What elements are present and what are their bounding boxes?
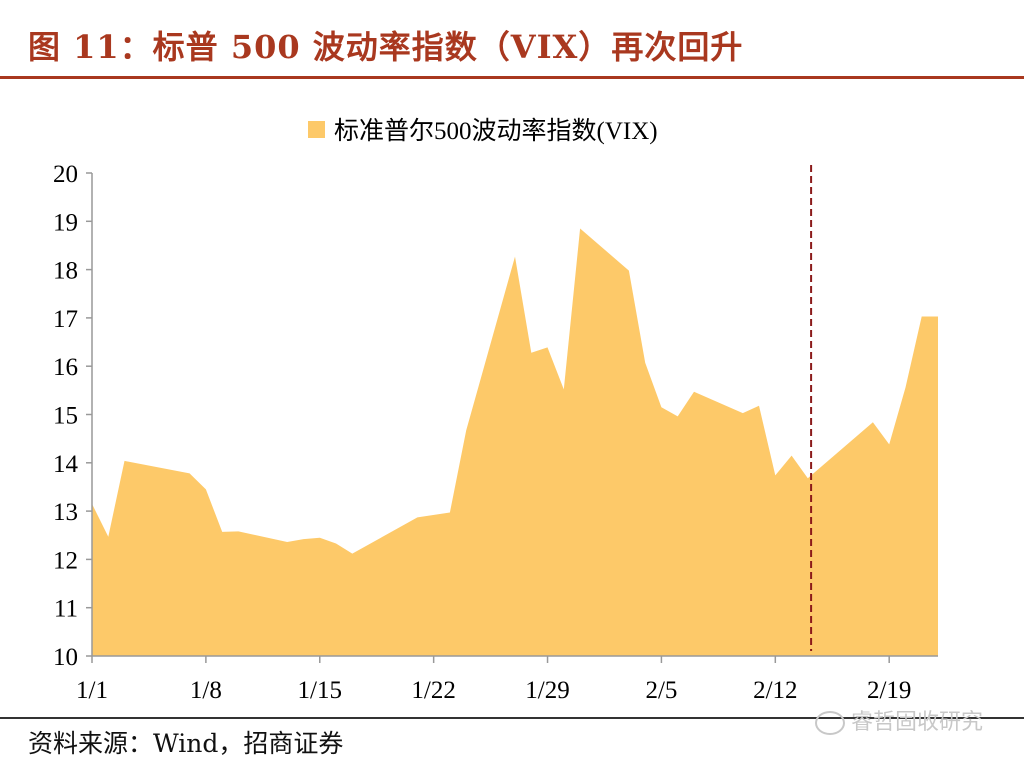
y-tick-label: 14 [53, 451, 79, 478]
footer-divider [0, 717, 1024, 719]
x-tick-label: 1/1 [76, 677, 108, 704]
y-tick-label: 17 [53, 306, 78, 333]
y-tick-label: 12 [53, 547, 78, 574]
x-tick-label: 1/22 [411, 677, 455, 704]
y-tick-label: 10 [53, 644, 78, 671]
x-tick-label: 2/5 [645, 677, 677, 704]
vix-area-series [92, 228, 938, 656]
y-tick-label: 18 [53, 258, 78, 285]
watermark-text: 睿哲固收研究 [851, 710, 984, 735]
watermark: 睿哲固收研究 [815, 704, 983, 736]
y-tick-label: 19 [53, 209, 78, 236]
x-axis-ticks: 1/1 1/8 1/15 1/22 1/29 2/5 2/12 2/19 [76, 656, 911, 704]
x-tick-label: 1/29 [525, 677, 569, 704]
chart-legend: 标准普尔500波动率指数(VIX) [308, 117, 658, 145]
y-tick-label: 20 [53, 161, 78, 188]
wechat-icon [815, 711, 845, 735]
y-axis-ticks: 10 11 12 13 14 15 16 17 18 19 20 [53, 161, 92, 671]
title-divider [0, 76, 1024, 79]
x-tick-label: 2/19 [867, 677, 911, 704]
source-note: 资料来源：Wind，招商证券 [28, 729, 344, 758]
legend-label: 标准普尔500波动率指数(VIX) [334, 117, 658, 145]
y-tick-label: 13 [53, 499, 78, 526]
figure-title: 图 11：标普 500 波动率指数（VIX）再次回升 [28, 28, 744, 66]
y-tick-label: 16 [53, 354, 78, 381]
legend-swatch [308, 121, 325, 138]
y-tick-label: 11 [54, 596, 78, 623]
vix-area-chart: 标准普尔500波动率指数(VIX) 10 11 12 13 14 15 16 17 18 19 20… [53, 117, 938, 704]
y-tick-label: 15 [53, 403, 78, 430]
x-tick-label: 1/15 [298, 677, 342, 704]
x-tick-label: 1/8 [190, 677, 222, 704]
x-tick-label: 2/12 [753, 677, 797, 704]
